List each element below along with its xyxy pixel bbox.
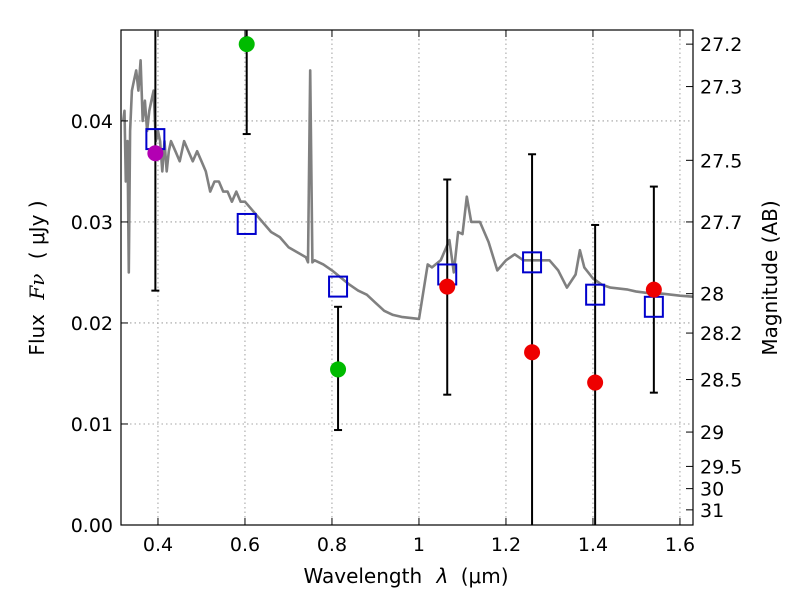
y2-tick-label: 28.2: [700, 323, 742, 345]
x-tick-label: 1.4: [578, 534, 608, 556]
y-axis-label-prefix: Flux: [25, 314, 49, 356]
x-tick-label: 0.8: [317, 534, 347, 556]
x-axis-label-prefix: Wavelength: [303, 564, 422, 588]
y-tick-label: 0.00: [71, 515, 113, 537]
x-tick-label: 1: [413, 534, 425, 556]
x-tick-labels: 0.4 0.6 0.8 1 1.2 1.4 1.6: [143, 534, 695, 556]
x-tick-label: 1.6: [665, 534, 695, 556]
observed-flux-point: [587, 374, 604, 391]
y-axis-label-unit: ( μJy ): [25, 200, 49, 259]
y2-tick-label: 28.5: [700, 370, 742, 392]
observed-flux-point: [524, 344, 541, 361]
y2-tick-label: 29: [700, 422, 724, 444]
x-tick-label: 0.4: [143, 534, 173, 556]
observed-flux-point: [439, 278, 456, 295]
y-tick-label: 0.01: [71, 414, 113, 436]
observed-flux-point: [645, 281, 662, 298]
y2-tick-label: 31: [700, 500, 724, 522]
x-axis-label-symbol: λ: [436, 564, 449, 588]
y2-tick-label: 30: [700, 479, 724, 501]
x-axis-label: Wavelength λ (μm): [303, 564, 508, 588]
observed-flux-point: [330, 361, 347, 378]
y2-tick-label: 27.5: [700, 150, 742, 172]
y2-tick-label: 27.2: [700, 34, 742, 56]
y-tick-label: 0.03: [71, 212, 113, 234]
y2-axis-label: Magnitude (AB): [758, 200, 782, 355]
y2-tick-label: 29.5: [700, 456, 742, 478]
x-axis-label-unit: (μm): [461, 564, 509, 588]
y-axis-label-symbol: Fν: [25, 274, 49, 301]
x-tick-label: 1.2: [491, 534, 521, 556]
axis-ticks: [121, 30, 693, 526]
data-markers: [145, 36, 664, 391]
grid-lines: [121, 30, 693, 526]
y-tick-labels: 0.00 0.01 0.02 0.03 0.04: [71, 111, 113, 537]
x-tick-label: 0.6: [230, 534, 260, 556]
y-axis-label: Flux Fν ( μJy ): [25, 200, 49, 355]
model-photometry-square: [585, 283, 606, 306]
y2-tick-label: 28: [700, 284, 724, 306]
observed-flux-point: [147, 145, 164, 162]
y2-tick-label: 27.7: [700, 212, 742, 234]
plot-frame: [120, 29, 694, 526]
model-photometry-square: [522, 251, 543, 274]
spectrum-line: [121, 58, 694, 321]
model-photometry-square: [328, 275, 349, 298]
observed-flux-point: [238, 36, 255, 53]
y2-tick-label: 27.3: [700, 77, 742, 99]
model-spectrum: [121, 58, 694, 321]
model-photometry-square: [236, 212, 257, 235]
y-tick-label: 0.02: [71, 313, 113, 335]
error-bars: [151, 30, 658, 525]
y-tick-label: 0.04: [71, 111, 113, 133]
